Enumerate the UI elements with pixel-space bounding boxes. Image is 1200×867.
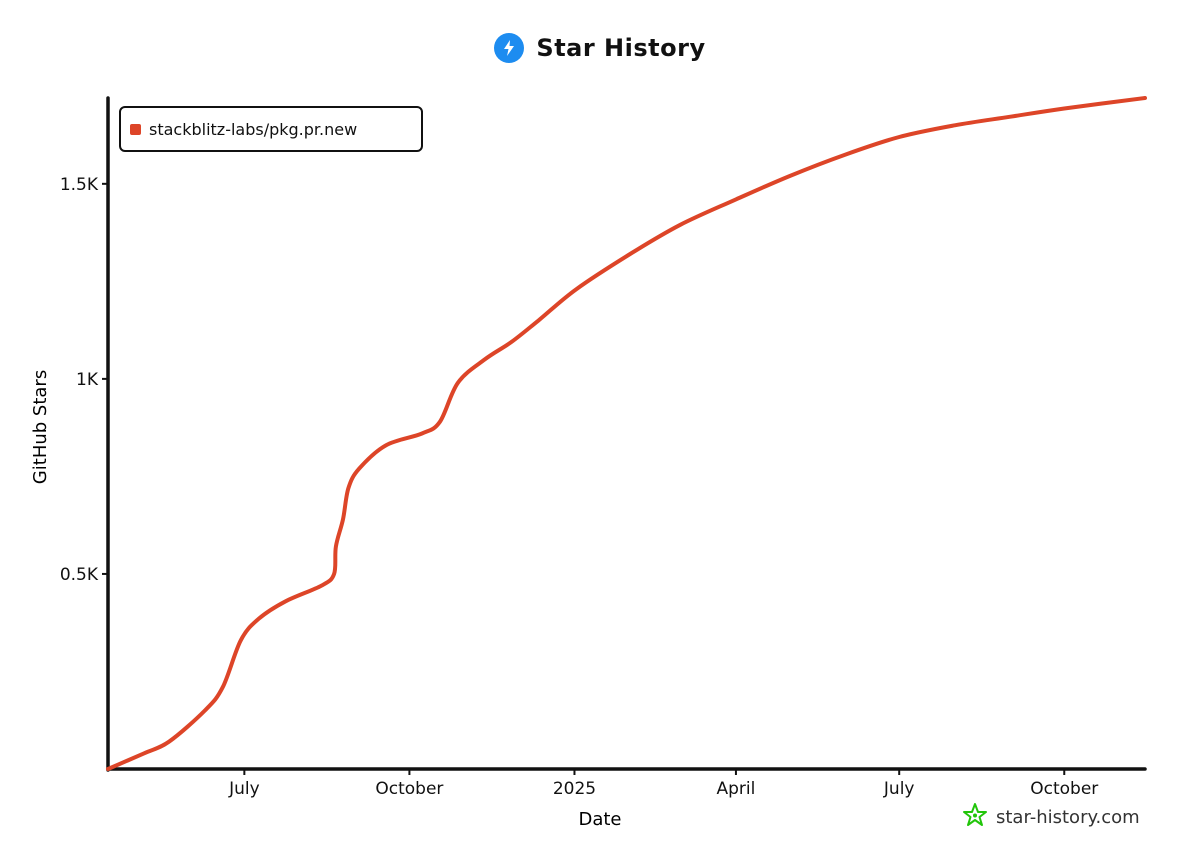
x-tick-label: October (375, 779, 443, 799)
series-line-0 (106, 96, 1147, 771)
x-axis-ticks: July October 2025 April July October (228, 769, 1098, 799)
watermark-text: star-history.com (996, 806, 1140, 828)
series-layer (106, 96, 1147, 771)
x-axis-title: Date (578, 809, 621, 830)
x-tick-label: October (1030, 779, 1098, 799)
x-tick-label: July (228, 779, 260, 799)
y-tick-label: 1.5K (60, 175, 99, 195)
x-tick-label: April (717, 779, 756, 799)
legend-swatch (130, 123, 141, 135)
legend: stackblitz-labs/pkg.pr.new (119, 106, 423, 152)
x-tick-label: July (883, 779, 915, 799)
lightning-bolt-icon (494, 33, 525, 63)
y-axis-title: GitHub Stars (30, 370, 51, 484)
y-axis-ticks: 0.5K 1K 1.5K (60, 175, 108, 585)
watermark[interactable]: star-history.com (962, 802, 1140, 832)
y-tick-label: 0.5K (60, 565, 99, 585)
star-outline-icon (962, 802, 988, 832)
y-tick-label: 1K (76, 370, 99, 390)
legend-label: stackblitz-labs/pkg.pr.new (149, 119, 358, 139)
x-tick-label: 2025 (553, 779, 596, 799)
chart-title: Star History (0, 28, 1200, 68)
axes (106, 96, 1147, 772)
chart-title-text: Star History (536, 34, 706, 62)
